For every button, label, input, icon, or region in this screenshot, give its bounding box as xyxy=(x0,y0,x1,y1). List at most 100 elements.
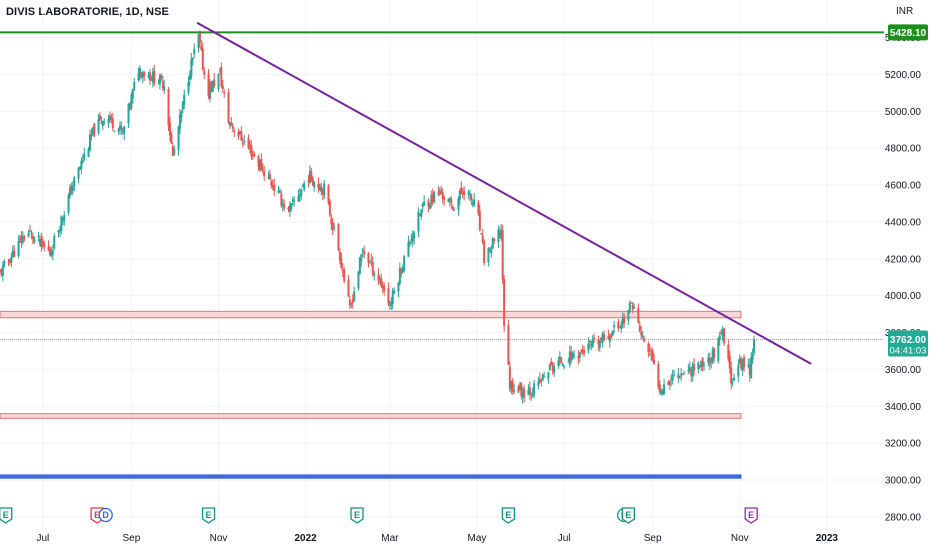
candle-body xyxy=(308,170,311,184)
candle xyxy=(227,88,230,124)
candle xyxy=(350,302,353,309)
candle xyxy=(17,235,20,259)
candle-body xyxy=(633,306,636,309)
candle xyxy=(531,387,534,399)
candle-body xyxy=(310,171,313,181)
candle xyxy=(740,356,743,372)
candle-body xyxy=(480,233,483,235)
candle xyxy=(753,335,756,356)
earnings-icon[interactable]: E xyxy=(0,507,13,524)
candle-body xyxy=(57,230,60,233)
candle-body xyxy=(558,356,561,360)
candle-body xyxy=(143,71,146,77)
event-letter: E xyxy=(354,510,360,520)
candle-body xyxy=(127,103,130,124)
candle xyxy=(251,150,254,161)
candle-body xyxy=(140,71,143,77)
candle xyxy=(713,347,716,364)
candle-body xyxy=(70,185,73,194)
candle-body xyxy=(37,236,40,238)
candle xyxy=(368,260,371,264)
candle xyxy=(310,167,313,182)
candle-body xyxy=(573,354,576,357)
price-tick-label: 3400.00 xyxy=(885,402,922,413)
candle xyxy=(443,195,446,206)
candle-body xyxy=(670,378,673,381)
candle xyxy=(688,361,691,374)
candle xyxy=(550,357,553,366)
candle xyxy=(287,206,290,213)
candle xyxy=(511,377,514,395)
candle-body xyxy=(421,203,424,208)
candle xyxy=(341,262,344,278)
candle xyxy=(538,372,541,384)
candle-body xyxy=(427,200,430,207)
candle-body xyxy=(717,337,720,362)
price-tick-label: 3200.00 xyxy=(885,439,922,450)
candle xyxy=(518,381,521,391)
dividend-icon[interactable]: D xyxy=(98,507,113,523)
candle xyxy=(328,199,331,218)
earnings-icon[interactable]: E xyxy=(501,507,516,524)
candle-body xyxy=(498,232,501,237)
candle xyxy=(718,331,721,346)
candle-body xyxy=(408,242,411,245)
candle-body xyxy=(100,122,103,124)
earnings-icon[interactable]: E xyxy=(744,507,758,524)
candle xyxy=(161,75,164,92)
candle xyxy=(48,246,51,257)
candle-body xyxy=(441,192,444,199)
candle-body xyxy=(71,186,74,191)
candle xyxy=(390,297,393,310)
earnings-icon[interactable]: E xyxy=(350,507,364,524)
candle xyxy=(513,384,516,394)
candle-body xyxy=(507,324,510,365)
candle-body xyxy=(321,189,324,194)
candle-body xyxy=(553,366,556,373)
candle xyxy=(617,318,620,332)
candle-body xyxy=(700,360,703,368)
candle xyxy=(380,273,383,288)
earnings-icon[interactable]: E xyxy=(201,507,216,524)
candle xyxy=(133,77,136,92)
candle xyxy=(691,362,694,382)
earnings-icon[interactable]: E xyxy=(621,507,636,524)
candle-body xyxy=(311,178,314,186)
candle xyxy=(190,52,193,80)
candle-body xyxy=(41,241,44,245)
candle-body xyxy=(687,370,690,372)
candle-body xyxy=(111,118,114,129)
candle-body xyxy=(230,123,233,126)
candle-body xyxy=(121,130,124,132)
candle xyxy=(743,354,746,372)
candle xyxy=(710,357,713,369)
candle xyxy=(551,361,554,375)
candle xyxy=(667,379,670,386)
candle-body xyxy=(378,280,381,282)
candle-body xyxy=(291,199,294,202)
currency-label: INR xyxy=(896,6,914,17)
candle xyxy=(478,205,481,232)
candle xyxy=(360,254,363,267)
event-shield xyxy=(350,507,364,524)
candle-body xyxy=(613,325,616,328)
candle xyxy=(278,187,281,194)
candle xyxy=(411,230,414,248)
candle-body xyxy=(398,268,401,284)
candle-body xyxy=(491,238,494,249)
candle xyxy=(578,351,581,362)
candle xyxy=(221,80,224,93)
candle-body xyxy=(550,361,553,366)
candle xyxy=(298,187,301,202)
candle xyxy=(57,229,60,238)
time-tick-label: Nov xyxy=(210,533,228,544)
candle xyxy=(253,151,256,158)
candle xyxy=(580,349,583,354)
candle-body xyxy=(420,209,423,217)
candle-body xyxy=(8,258,11,263)
candle-body xyxy=(128,105,131,107)
candle xyxy=(570,346,573,364)
candle xyxy=(573,349,576,360)
candle xyxy=(391,288,394,310)
